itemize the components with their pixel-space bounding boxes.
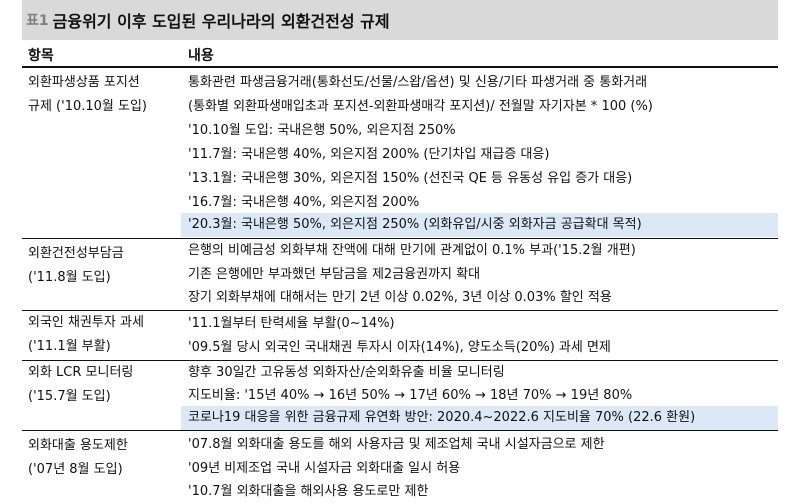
content-line: '13.1월: 국내은행 30%, 외은지점 150% (선진국 QE 등 유동… (188, 171, 633, 186)
category-line: 외국인 채권투자 과세 (28, 315, 144, 330)
section-fx-derivatives: 외환파생상품 포지션 규제 ('10.10월 도입) 통화관련 파생금융거래(통… (22, 68, 778, 239)
table-title-bar: 표1 금융위기 이후 도입된 우리나라의 외환건전성 규제 (22, 0, 778, 40)
section-fx-loan-limit: 외화대출 용도제한 ('07년 8월 도입) '07.8월 외화대출 용도를 해… (22, 431, 778, 503)
category-line: ('11.1월 부활) (28, 339, 111, 354)
content-line: 향후 30일간 고유동성 외화자산/순외화유출 비율 모니터링 (188, 365, 505, 380)
content-line: 통화관련 파생금융거래(통화선도/선물/스왑/옵션) 및 신용/기타 파생거래 … (188, 75, 648, 90)
category-label: 외화 LCR 모니터링 ('15.7월 도입) (28, 361, 133, 409)
category-label: 외국인 채권투자 과세 ('11.1월 부활) (28, 311, 144, 359)
category-line: 규제 ('10.10월 도입) (28, 99, 147, 114)
section-bond-tax: 외국인 채권투자 과세 ('11.1월 부활) '11.1월부터 탄력세율 부활… (22, 311, 778, 361)
content-line-highlighted: '20.3월: 국내은행 50%, 외은지점 250% (외화유입/시중 외화자… (181, 213, 778, 237)
table-number: 표1 (26, 13, 49, 29)
category-line: 외화 LCR 모니터링 (28, 365, 134, 380)
content-line: 은행의 비예금성 외화부채 잔액에 대해 만기에 관계없이 0.1% 부과('1… (188, 243, 636, 258)
content-line: '10.10월 도입: 국내은행 50%, 외은지점 250% (188, 123, 456, 138)
category-line: ('07년 8월 도입) (28, 462, 123, 477)
content-line: '11.7월: 국내은행 40%, 외은지점 200% (단기차입 재급증 대응… (188, 147, 550, 162)
category-label: 외환파생상품 포지션 규제 ('10.10월 도입) (28, 71, 147, 119)
content-line: '11.1월부터 탄력세율 부활(0~14%) (188, 316, 395, 331)
table-title: 금융위기 이후 도입된 우리나라의 외환건전성 규제 (52, 12, 390, 31)
content-line: 기존 은행에만 부과했던 부담금을 제2금융권까지 확대 (188, 267, 481, 282)
category-line: 외환건전성부담금 (28, 246, 124, 261)
section-fx-lcr: 외화 LCR 모니터링 ('15.7월 도입) 향후 30일간 고유동성 외화자… (22, 361, 778, 431)
content-line: (통화별 외환파생매입초과 포지션-외환파생매각 포지션)/ 전월말 자기자본 … (188, 99, 653, 114)
category-line: 외환파생상품 포지션 (28, 75, 140, 90)
category-line: ('15.7월 도입) (28, 389, 111, 404)
content-line: '09년 비제조업 국내 시설자금 외화대출 일시 허용 (188, 461, 461, 476)
header-item: 항목 (28, 48, 54, 64)
content-line: '07.8월 외화대출 용도를 해외 사용자금 및 제조업체 국내 시설자금으로… (188, 437, 605, 452)
content-line-highlighted: 코로나19 대응을 위한 금융규제 유연화 방안: 2020.4~2022.6 … (181, 406, 778, 430)
category-label: 외화대출 용도제한 ('07년 8월 도입) (28, 434, 128, 482)
content-line: 지도비율: '15년 40% → 16년 50% → 17년 60% → 18년… (188, 388, 633, 403)
content-line: '09.5월 당시 외국인 국내채권 투자시 이자(14%), 양도소득(20%… (188, 340, 611, 355)
category-line: ('11.8월 도입) (28, 270, 111, 285)
header-content: 내용 (188, 48, 214, 64)
category-line: 외화대출 용도제한 (28, 438, 128, 453)
section-fx-levy: 외환건전성부담금 ('11.8월 도입) 은행의 비예금성 외화부채 잔액에 대… (22, 239, 778, 311)
table-header: 항목 내용 (22, 40, 778, 68)
content-line: '10.7월 외화대출을 해외사용 용도로만 제한 (188, 484, 429, 499)
content-line: '16.7월: 국내은행 40%, 외은지점 200% (188, 195, 420, 210)
content-line: 장기 외화부채에 대해서는 만기 2년 이상 0.02%, 3년 이상 0.03… (188, 290, 612, 305)
category-label: 외환건전성부담금 ('11.8월 도입) (28, 242, 124, 290)
